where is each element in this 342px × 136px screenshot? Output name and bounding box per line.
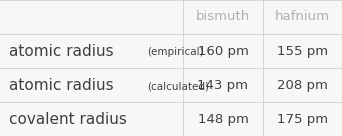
Text: 148 pm: 148 pm xyxy=(198,112,248,126)
Text: bismuth: bismuth xyxy=(196,10,250,24)
Text: 208 pm: 208 pm xyxy=(277,78,328,92)
Text: (calculated): (calculated) xyxy=(147,81,209,91)
Text: 160 pm: 160 pm xyxy=(198,44,248,58)
Text: atomic radius: atomic radius xyxy=(9,44,113,58)
Text: 155 pm: 155 pm xyxy=(277,44,328,58)
Text: covalent radius: covalent radius xyxy=(9,112,127,126)
Text: 175 pm: 175 pm xyxy=(277,112,328,126)
Text: hafnium: hafnium xyxy=(275,10,330,24)
Text: 143 pm: 143 pm xyxy=(197,78,249,92)
Text: atomic radius: atomic radius xyxy=(9,78,113,92)
Text: (empirical): (empirical) xyxy=(147,47,203,57)
